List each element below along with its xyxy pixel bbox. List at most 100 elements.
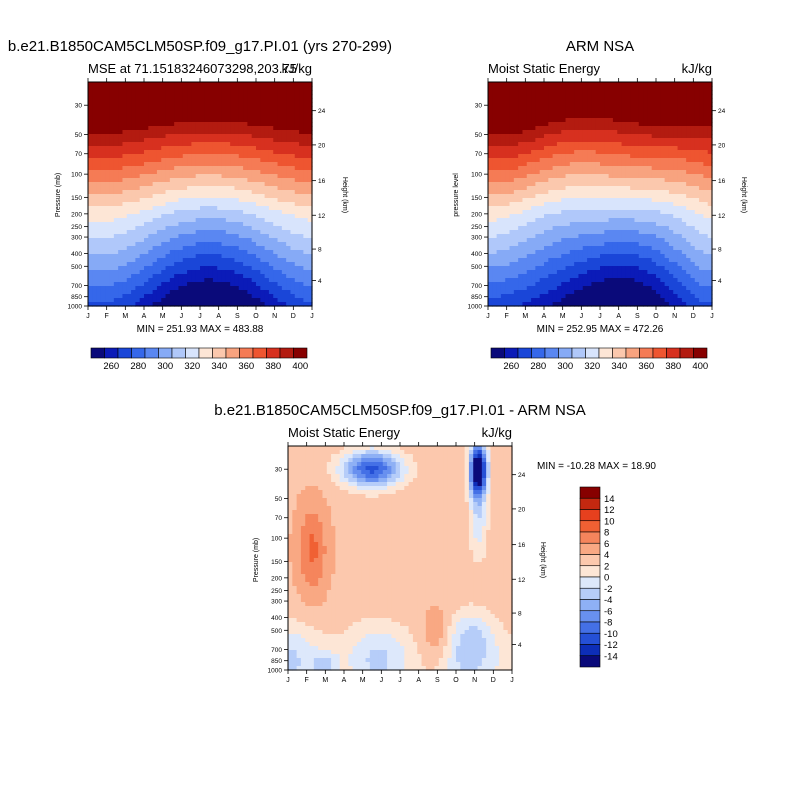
- contour-cell: [243, 210, 248, 215]
- contour-cell: [268, 146, 274, 151]
- contour-cell: [595, 226, 601, 231]
- contour-cell: [621, 166, 627, 171]
- contour-cell: [118, 210, 124, 215]
- contour-cell: [243, 242, 248, 247]
- contour-cell: [509, 134, 515, 139]
- contour-cell: [664, 166, 670, 171]
- contour-cell: [286, 266, 292, 271]
- contour-cell: [92, 166, 98, 171]
- contour-cell: [574, 142, 580, 147]
- contour-cell: [625, 230, 631, 235]
- contour-cell: [256, 186, 261, 191]
- contour-cell: [608, 142, 614, 147]
- contour-cell: [264, 190, 270, 195]
- contour-cell: [178, 86, 184, 91]
- contour-cell: [656, 118, 661, 123]
- contour-cell: [556, 138, 562, 143]
- contour-cell: [286, 126, 292, 131]
- contour-cell: [105, 110, 111, 115]
- contour-cell: [286, 270, 292, 275]
- contour-cell: [135, 206, 141, 211]
- contour-cell: [148, 250, 154, 255]
- contour-cell: [251, 94, 257, 99]
- contour-cell: [548, 90, 554, 95]
- contour-cell: [634, 166, 640, 171]
- contour-cell: [260, 258, 266, 263]
- contour-cell: [643, 198, 648, 203]
- contour-cell: [509, 126, 515, 131]
- contour-cell: [621, 98, 627, 103]
- contour-cell: [686, 170, 692, 175]
- contour-cell: [105, 138, 111, 143]
- contour-cell: [535, 86, 541, 91]
- contour-cell: [496, 230, 502, 235]
- contour-cell: [277, 102, 283, 107]
- contour-cell: [96, 162, 102, 167]
- contour-cell: [604, 118, 610, 123]
- contour-cell: [273, 294, 279, 299]
- contour-cell: [96, 118, 102, 123]
- contour-cell: [165, 158, 171, 163]
- contour-cell: [281, 190, 287, 195]
- contour-cell: [531, 106, 536, 111]
- panel1-title: b.e21.B1850CAM5CLM50SP.f09_g17.PI.01 (yr…: [8, 38, 392, 55]
- contour-cell: [139, 102, 145, 107]
- contour-cell: [200, 186, 205, 191]
- contour-cell: [139, 90, 145, 95]
- contour-cell: [668, 82, 674, 87]
- contour-cell: [294, 294, 300, 299]
- contour-cell: [286, 114, 292, 119]
- contour-cell: [200, 194, 205, 199]
- contour-cell: [256, 262, 261, 267]
- contour-cell: [187, 82, 192, 87]
- contour-cell: [694, 226, 700, 231]
- contour-cell: [561, 114, 567, 119]
- contour-cell: [608, 226, 614, 231]
- contour-cell: [531, 166, 536, 171]
- contour-cell: [591, 126, 597, 131]
- contour-cell: [290, 186, 296, 191]
- contour-cell: [256, 250, 261, 255]
- contour-cell: [88, 170, 93, 175]
- contour-cell: [677, 202, 683, 207]
- contour-cell: [105, 102, 111, 107]
- contour-cell: [552, 138, 558, 143]
- contour-cell: [161, 294, 167, 299]
- contour-cell: [707, 118, 713, 123]
- contour-cell: [139, 286, 145, 291]
- contour-cell: [513, 226, 519, 231]
- contour-cell: [182, 182, 188, 187]
- contour-cell: [621, 154, 627, 159]
- contour-cell: [707, 122, 713, 127]
- contour-cell: [294, 222, 300, 227]
- contour-cell: [281, 114, 287, 119]
- contour-cell: [148, 198, 154, 203]
- contour-cell: [217, 118, 223, 123]
- contour-cell: [96, 178, 102, 183]
- contour-cell: [500, 142, 506, 147]
- contour-cell: [647, 146, 653, 151]
- contour-cell: [587, 122, 592, 127]
- contour-cell: [195, 166, 201, 171]
- contour-cell: [225, 150, 231, 155]
- contour-cell: [260, 162, 266, 167]
- contour-cell: [268, 174, 274, 179]
- contour-cell: [182, 98, 188, 103]
- contour-cell: [556, 114, 562, 119]
- contour-cell: [100, 278, 106, 283]
- contour-cell: [264, 82, 270, 87]
- contour-cell: [681, 106, 687, 111]
- contour-cell: [617, 190, 623, 195]
- contour-cell: [273, 126, 279, 131]
- contour-cell: [251, 226, 257, 231]
- contour-cell: [148, 102, 154, 107]
- contour-cell: [500, 222, 506, 227]
- contour-cell: [703, 202, 709, 207]
- contour-cell: [643, 190, 648, 195]
- contour-cell: [488, 210, 493, 215]
- contour-cell: [152, 238, 158, 243]
- contour-cell: [256, 146, 261, 151]
- contour-cell: [268, 282, 274, 287]
- contour-cell: [647, 122, 653, 127]
- contour-cell: [544, 138, 549, 143]
